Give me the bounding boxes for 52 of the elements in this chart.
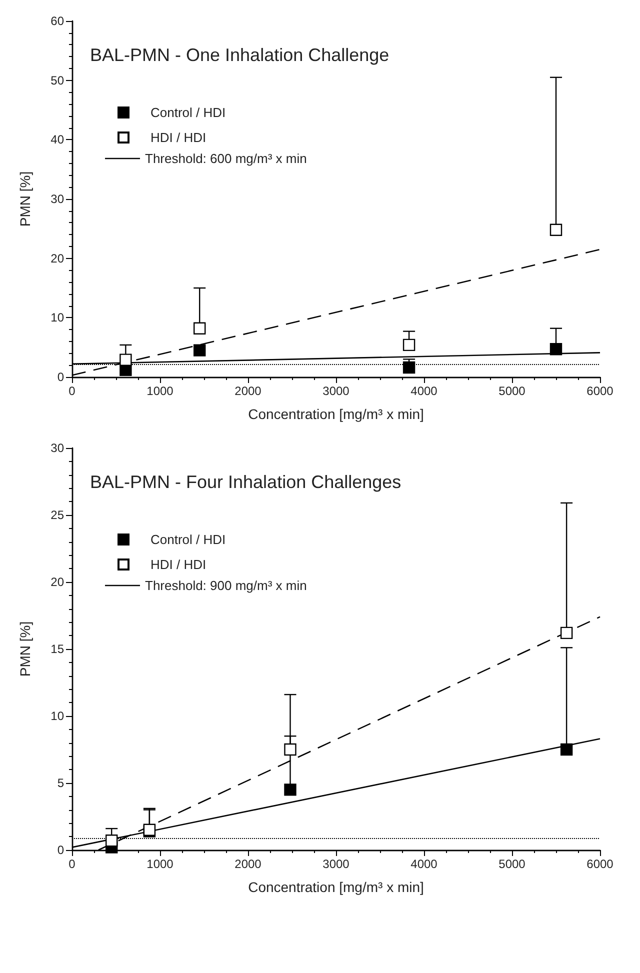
x-tick-label: 2000 bbox=[234, 384, 262, 398]
x-tick-label: 3000 bbox=[322, 857, 350, 871]
text: BAL-PMN - Four Inhalation Challenges bbox=[90, 472, 402, 492]
point bbox=[194, 322, 206, 334]
x-tick-label: 3000 bbox=[322, 384, 350, 398]
point bbox=[120, 354, 132, 366]
y-tick-label: 20 bbox=[50, 575, 64, 589]
y-tick-label: 15 bbox=[50, 642, 64, 656]
x-axis-title: Concentration [mg/m³ x min] bbox=[248, 406, 424, 422]
y-tick-label: 30 bbox=[50, 192, 64, 206]
x-tick-label: 4000 bbox=[410, 384, 438, 398]
point bbox=[194, 344, 206, 356]
point bbox=[560, 743, 573, 756]
x-tick-label: 6000 bbox=[586, 384, 614, 398]
point bbox=[560, 626, 573, 640]
y-tick-label: 10 bbox=[50, 310, 64, 325]
y-tick-label: 0 bbox=[57, 370, 64, 384]
y-tick-label: 10 bbox=[50, 709, 64, 723]
x-tick-label: 5000 bbox=[498, 384, 526, 398]
x-tick-label: 6000 bbox=[586, 857, 614, 871]
text: BAL-PMN - One Inhalation Challenge bbox=[90, 45, 390, 65]
y-tick-label: 50 bbox=[50, 73, 64, 88]
y-tick-label: 20 bbox=[50, 251, 64, 266]
y-tick-label: 0 bbox=[57, 843, 64, 857]
legend-label: Control / HDI bbox=[150, 105, 226, 120]
y-tick-label: 30 bbox=[50, 441, 64, 455]
x-tick-label: 1000 bbox=[146, 857, 174, 871]
y-tick-label: 40 bbox=[50, 132, 64, 147]
x-tick-label: 0 bbox=[68, 384, 76, 398]
y-axis-title: PMN [%] bbox=[17, 171, 33, 227]
legend-label: HDI / HDI bbox=[150, 130, 206, 145]
y-axis-title: PMN [%] bbox=[17, 621, 33, 677]
legend-label: HDI / HDI bbox=[150, 557, 206, 572]
y-tick-label: 5 bbox=[57, 776, 64, 790]
x-tick-label: 4000 bbox=[410, 857, 438, 871]
y-tick-label: 60 bbox=[50, 14, 64, 28]
point bbox=[106, 834, 118, 847]
legend-label: Control / HDI bbox=[150, 532, 226, 547]
point bbox=[550, 224, 562, 236]
x-tick-label: 2000 bbox=[234, 857, 262, 871]
point bbox=[402, 361, 416, 374]
point bbox=[284, 743, 296, 756]
point bbox=[550, 343, 562, 356]
x-tick-label: 5000 bbox=[498, 857, 526, 871]
point bbox=[284, 784, 296, 796]
x-axis-title: Concentration [mg/m³ x min] bbox=[248, 879, 424, 895]
point bbox=[402, 338, 416, 352]
x-tick-label: 0 bbox=[68, 857, 76, 871]
x-tick-label: 1000 bbox=[146, 384, 174, 398]
legend-label: Threshold: 900 mg/m³ x min bbox=[145, 578, 307, 593]
legend-label: Threshold: 600 mg/m³ x min bbox=[145, 151, 307, 166]
y-tick-label: 25 bbox=[50, 508, 64, 522]
